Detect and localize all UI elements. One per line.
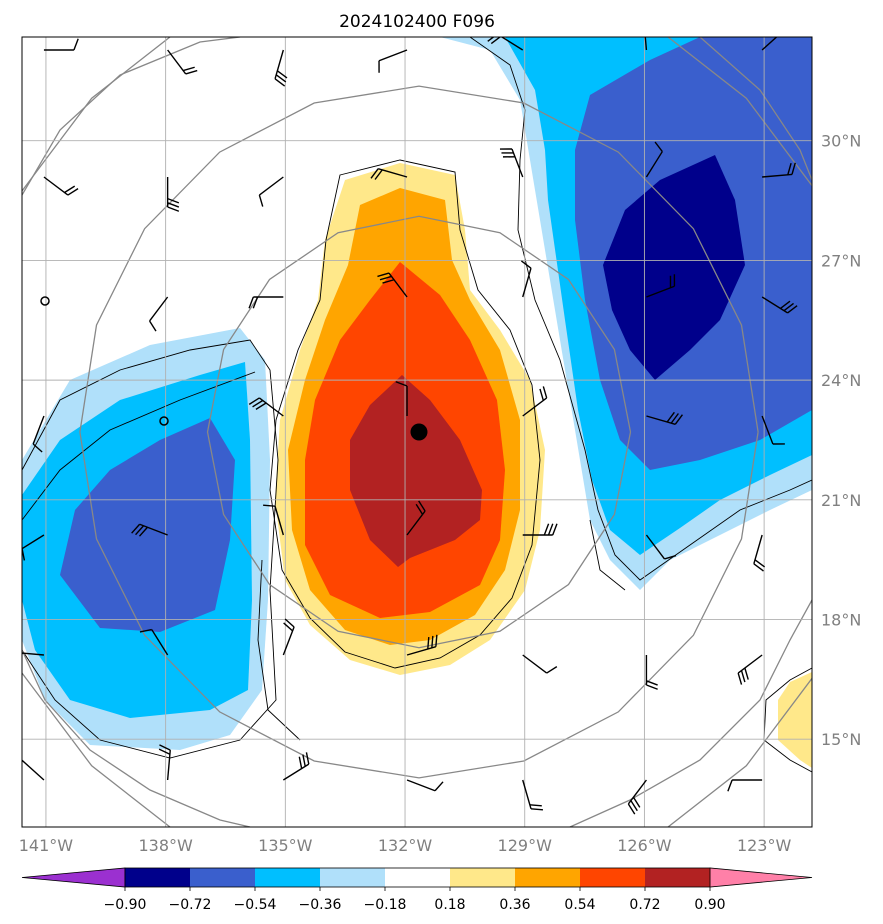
wind-barb xyxy=(761,37,778,51)
wind-barb xyxy=(378,49,408,73)
wind-barb xyxy=(762,162,796,178)
wind-barb xyxy=(522,386,548,417)
wind-barb xyxy=(158,744,171,781)
wind-barb xyxy=(43,176,79,196)
wind-barb xyxy=(737,654,763,685)
wind-barb xyxy=(395,381,408,416)
wind-barb xyxy=(22,759,45,781)
longitude-label: 129°W xyxy=(498,836,553,855)
wind-barb xyxy=(282,752,310,781)
wind-barb xyxy=(32,415,45,453)
wind-barb xyxy=(166,177,180,212)
colorbar-segment xyxy=(255,868,321,887)
latitude-label: 30°N xyxy=(821,132,861,151)
wind-barb xyxy=(263,504,285,536)
wind-barb xyxy=(727,779,763,792)
wind-barb xyxy=(274,49,288,87)
wind-barb xyxy=(761,415,785,445)
colorbar xyxy=(21,867,813,888)
map-plot-area xyxy=(22,37,812,827)
longitude-label: 123°W xyxy=(737,836,792,855)
longitude-label: 138°W xyxy=(138,836,193,855)
wind-barb xyxy=(131,523,168,537)
wind-barb xyxy=(522,779,544,811)
wind-barb xyxy=(139,628,169,656)
longitude-label: 141°W xyxy=(19,836,74,855)
colorbar-level-label: 0.90 xyxy=(694,897,725,913)
colorbar-level-label: 0.18 xyxy=(434,897,465,913)
colorbar-level-label: 0.36 xyxy=(499,897,530,913)
latitude-label: 18°N xyxy=(821,611,861,630)
wind-barb xyxy=(406,634,438,656)
wind-barb xyxy=(167,49,198,75)
longitude-tick-labels: 141°W 138°W 135°W 132°W 129°W 126°W 123°W xyxy=(19,836,792,855)
colorbar-under-triangle xyxy=(21,867,126,888)
wind-barb xyxy=(258,176,284,207)
colorbar-segment xyxy=(320,868,386,887)
longitude-label: 135°W xyxy=(258,836,313,855)
colorbar-level-label: −0.18 xyxy=(364,897,407,913)
wind-barb xyxy=(406,779,444,792)
wind-barb xyxy=(248,296,284,309)
calm-wind-markers xyxy=(40,296,169,426)
wind-barb xyxy=(522,654,558,674)
wind-barb xyxy=(22,652,45,656)
colorbar-segment xyxy=(515,868,581,887)
wind-barb xyxy=(627,779,647,815)
colorbar-segment xyxy=(580,868,646,887)
wind-barb xyxy=(148,296,169,332)
wind-barb xyxy=(43,38,79,51)
calm-circle xyxy=(40,296,50,306)
map-frame xyxy=(21,36,813,828)
wind-barb xyxy=(520,260,532,298)
shading-southeast-positive xyxy=(778,672,812,768)
calm-circle xyxy=(159,416,169,426)
wind-barb xyxy=(499,148,524,178)
wind-barb xyxy=(487,37,524,51)
colorbar-over-triangle xyxy=(709,867,813,888)
colorbar-segment xyxy=(645,868,711,887)
colorbar-segment xyxy=(125,868,191,887)
latitude-label: 15°N xyxy=(821,730,861,749)
wind-barb xyxy=(645,655,658,690)
colorbar-level-label: −0.90 xyxy=(104,897,147,913)
colorbar-segment xyxy=(190,868,256,887)
colorbar-segment xyxy=(385,868,451,887)
shading-west-negative xyxy=(22,328,270,750)
wind-barb xyxy=(753,534,766,572)
latitude-label: 21°N xyxy=(821,491,861,510)
wind-barb xyxy=(646,274,676,298)
colorbar-level-label: 0.72 xyxy=(629,897,660,913)
latitude-label: 27°N xyxy=(821,251,861,270)
wind-barbs xyxy=(22,37,798,815)
wind-barb xyxy=(645,534,677,560)
graticule xyxy=(22,37,812,827)
colorbar-labels: −0.90 −0.72 −0.54 −0.36 −0.18 0.18 0.36 0.54 0.7… xyxy=(104,887,726,913)
range-rings xyxy=(22,37,812,827)
longitude-label: 126°W xyxy=(617,836,672,855)
colorbar-level-label: −0.54 xyxy=(234,897,277,913)
longitude-label: 132°W xyxy=(378,836,433,855)
wind-barb xyxy=(645,141,663,178)
colorbar-segment xyxy=(450,868,516,887)
shading-east-negative xyxy=(440,37,812,590)
wind-barb xyxy=(761,296,798,314)
wind-barb xyxy=(522,523,558,536)
latitude-label: 24°N xyxy=(821,371,861,390)
colorbar-level-label: 0.54 xyxy=(564,897,595,913)
wind-barb xyxy=(282,618,295,656)
wind-barb xyxy=(406,500,426,536)
colorbar-level-label: −0.36 xyxy=(299,897,342,913)
storm-center-marker xyxy=(410,423,428,441)
wind-barb xyxy=(248,397,284,417)
shading-center-positive xyxy=(275,163,545,675)
wind-barb xyxy=(377,272,408,298)
map-title: 2024102400 F096 xyxy=(339,12,495,32)
colorbar-level-label: −0.72 xyxy=(169,897,212,913)
latitude-tick-labels: 30°N 27°N 24°N 21°N 18°N 15°N xyxy=(821,132,861,749)
wind-barb xyxy=(644,37,648,51)
wind-barb xyxy=(370,168,408,180)
wind-barb xyxy=(646,411,684,425)
